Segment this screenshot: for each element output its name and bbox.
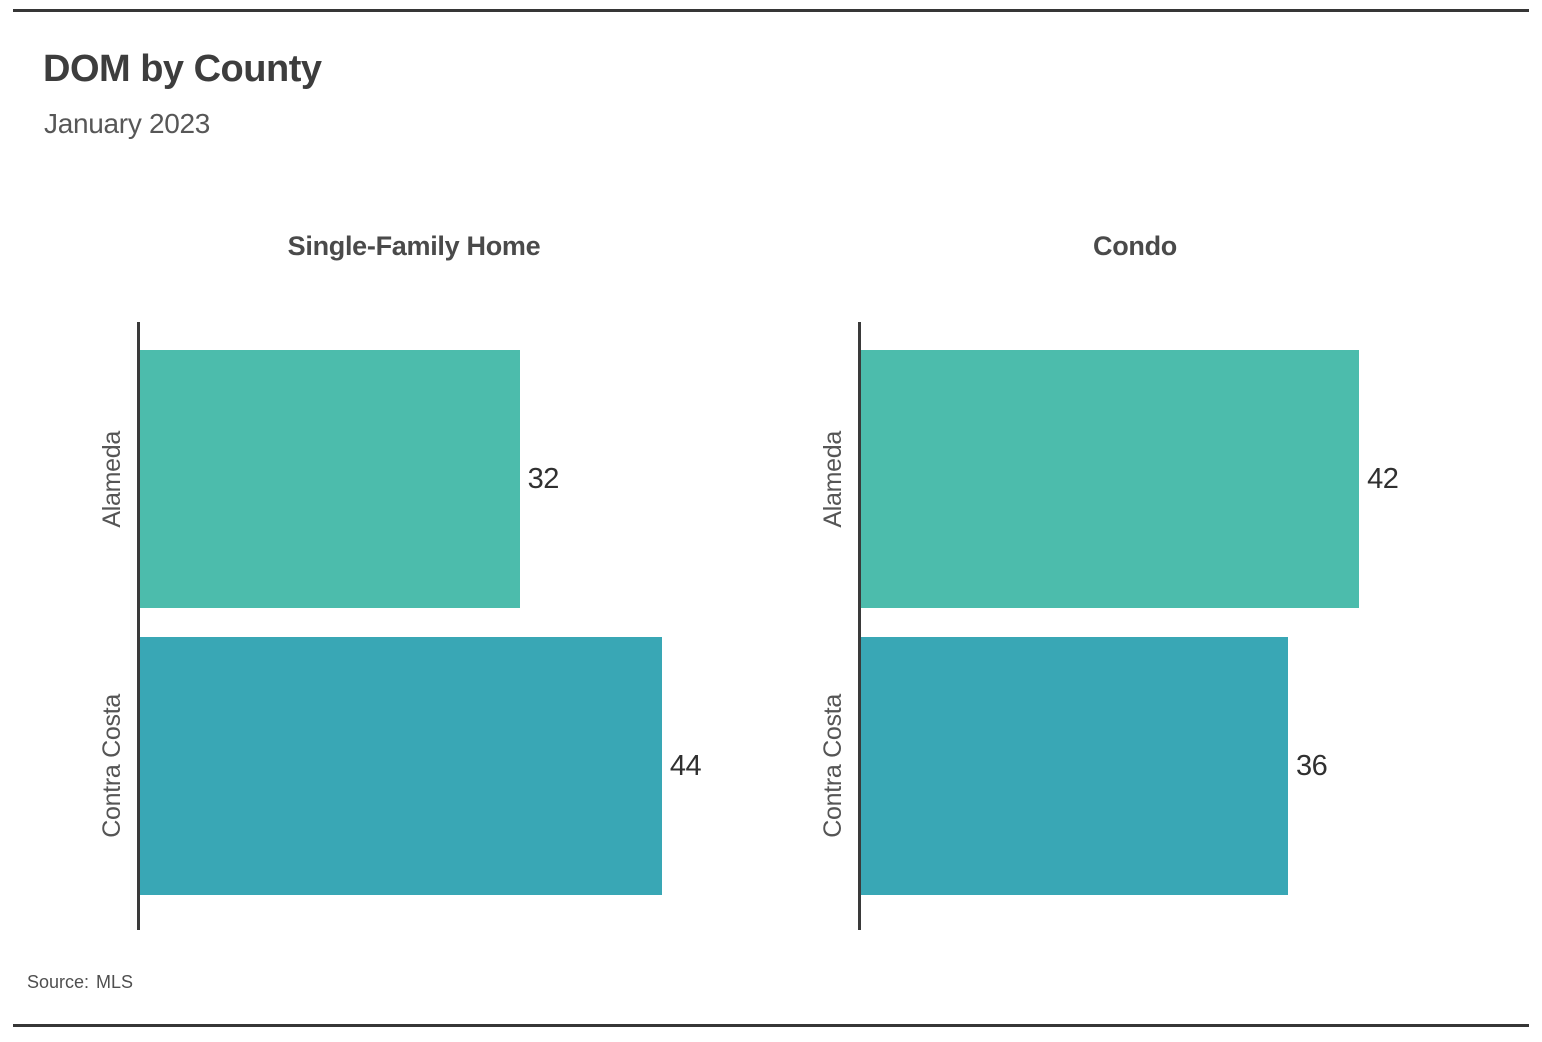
bar-contra-costa [140,637,662,895]
y-axis-label-text: Alameda [818,430,847,528]
plot-area: Alameda Contra Costa 32 44 [87,322,702,930]
bars-area: 42 36 [858,322,1409,930]
facet-title: Single-Family Home [287,231,541,261]
value-label: 36 [1296,749,1328,782]
chart-subtitle: January 2023 [44,108,211,139]
source-label: Source: [27,972,90,992]
value-label: 32 [527,462,560,495]
bar-row: 44 [140,637,702,895]
y-axis-label-text: Contra Costa [818,694,847,838]
bar-row: 32 [140,350,688,608]
chart-title: DOM by County [43,48,322,90]
bar-alameda [140,350,520,608]
plot-area: Alameda Contra Costa 42 36 [808,322,1409,930]
bar-contra-costa [861,637,1288,895]
y-axis-labels: Alameda Contra Costa [87,322,137,930]
bar-row: 36 [861,637,1409,895]
y-axis-label-contra-costa: Contra Costa [87,637,137,895]
top-rule [13,9,1529,12]
facet-title: Condo [1093,231,1177,261]
y-axis-label-alameda: Alameda [808,350,858,608]
facet-panel: Condo Alameda Contra Costa 42 36 [808,231,1409,930]
bar-alameda [861,350,1360,608]
source-note: Source: MLS [27,972,133,993]
bars-area: 32 44 [137,322,702,930]
y-axis-label-contra-costa: Contra Costa [808,637,858,895]
value-label: 44 [669,749,702,782]
facet-panel: Single-Family Home Alameda Contra Costa 32 4… [87,231,702,930]
chart-panels: Single-Family Home Alameda Contra Costa 32 4… [87,231,1409,930]
value-label: 42 [1367,462,1399,495]
bottom-rule [13,1024,1529,1027]
bar-row: 42 [861,350,1409,608]
source-value: MLS [96,972,134,992]
y-axis-label-text: Alameda [97,430,126,528]
y-axis-label-text: Contra Costa [97,694,126,838]
y-axis-labels: Alameda Contra Costa [808,322,858,930]
y-axis-label-alameda: Alameda [87,350,137,608]
